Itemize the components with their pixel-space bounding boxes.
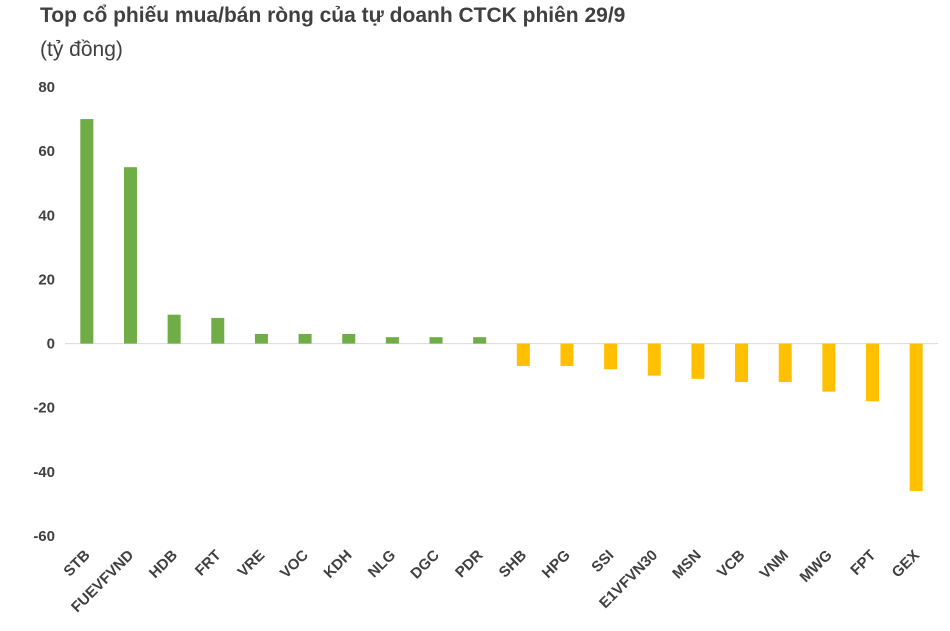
bar-frt [211,317,225,344]
y-tick-label: -20 [33,400,55,417]
x-tick-label: MWG [797,547,836,586]
y-tick-label: 60 [38,143,55,160]
bars [80,119,923,492]
x-tick-label: HPG [539,547,574,582]
chart-subtitle: (tỷ đồng) [40,38,123,61]
x-tick-label: SSI [588,547,617,576]
x-tick-label: DGC [407,547,443,583]
x-tick-label: FPT [847,547,879,579]
chart-title: Top cổ phiếu mua/bán ròng của tự doanh C… [40,4,626,27]
bar-stb [80,119,94,344]
y-tick-label: 40 [38,207,55,224]
bar-msn [691,343,705,379]
bar-vcb [735,343,749,383]
x-tick-label: VRE [234,547,268,581]
bar-mwg [822,343,836,392]
x-tick-label: SHB [496,547,531,582]
bar-ssi [604,343,618,370]
x-tick-label: NLG [365,547,399,581]
bar-shb [516,343,530,367]
y-tick-label: 20 [38,271,55,288]
bar-vre [254,333,268,344]
bar-fpt [866,343,880,402]
x-tick-label: GEX [889,547,923,581]
bar-nlg [385,337,399,344]
x-tick-label: VNM [756,547,792,583]
x-tick-label: HDB [146,547,181,582]
x-tick-label: VOC [277,547,312,582]
bar-hpg [560,343,574,367]
bar-gex [909,343,923,492]
bar-dgc [429,337,443,344]
x-tick-label: STB [60,547,93,580]
bar-e1vfvn30 [647,343,661,376]
bar-kdh [342,333,356,344]
bar-voc [298,333,312,344]
bar-vnm [778,343,792,383]
x-tick-label: FRT [192,547,225,580]
y-tick-label: -60 [33,528,55,545]
x-tick-label: VCB [714,547,749,582]
bar-fuevfvnd [123,167,137,344]
bar-pdr [473,337,487,344]
x-tick-label: MSN [669,547,705,583]
x-tick-label: KDH [321,547,356,582]
x-tick-label: PDR [452,547,487,582]
y-tick-label: -40 [33,464,55,481]
y-tick-label: 0 [47,336,55,353]
y-tick-label: 80 [38,79,55,96]
y-axis: 80 60 40 20 0 -20 -40 -60 [33,79,55,545]
bar-hdb [167,314,181,344]
